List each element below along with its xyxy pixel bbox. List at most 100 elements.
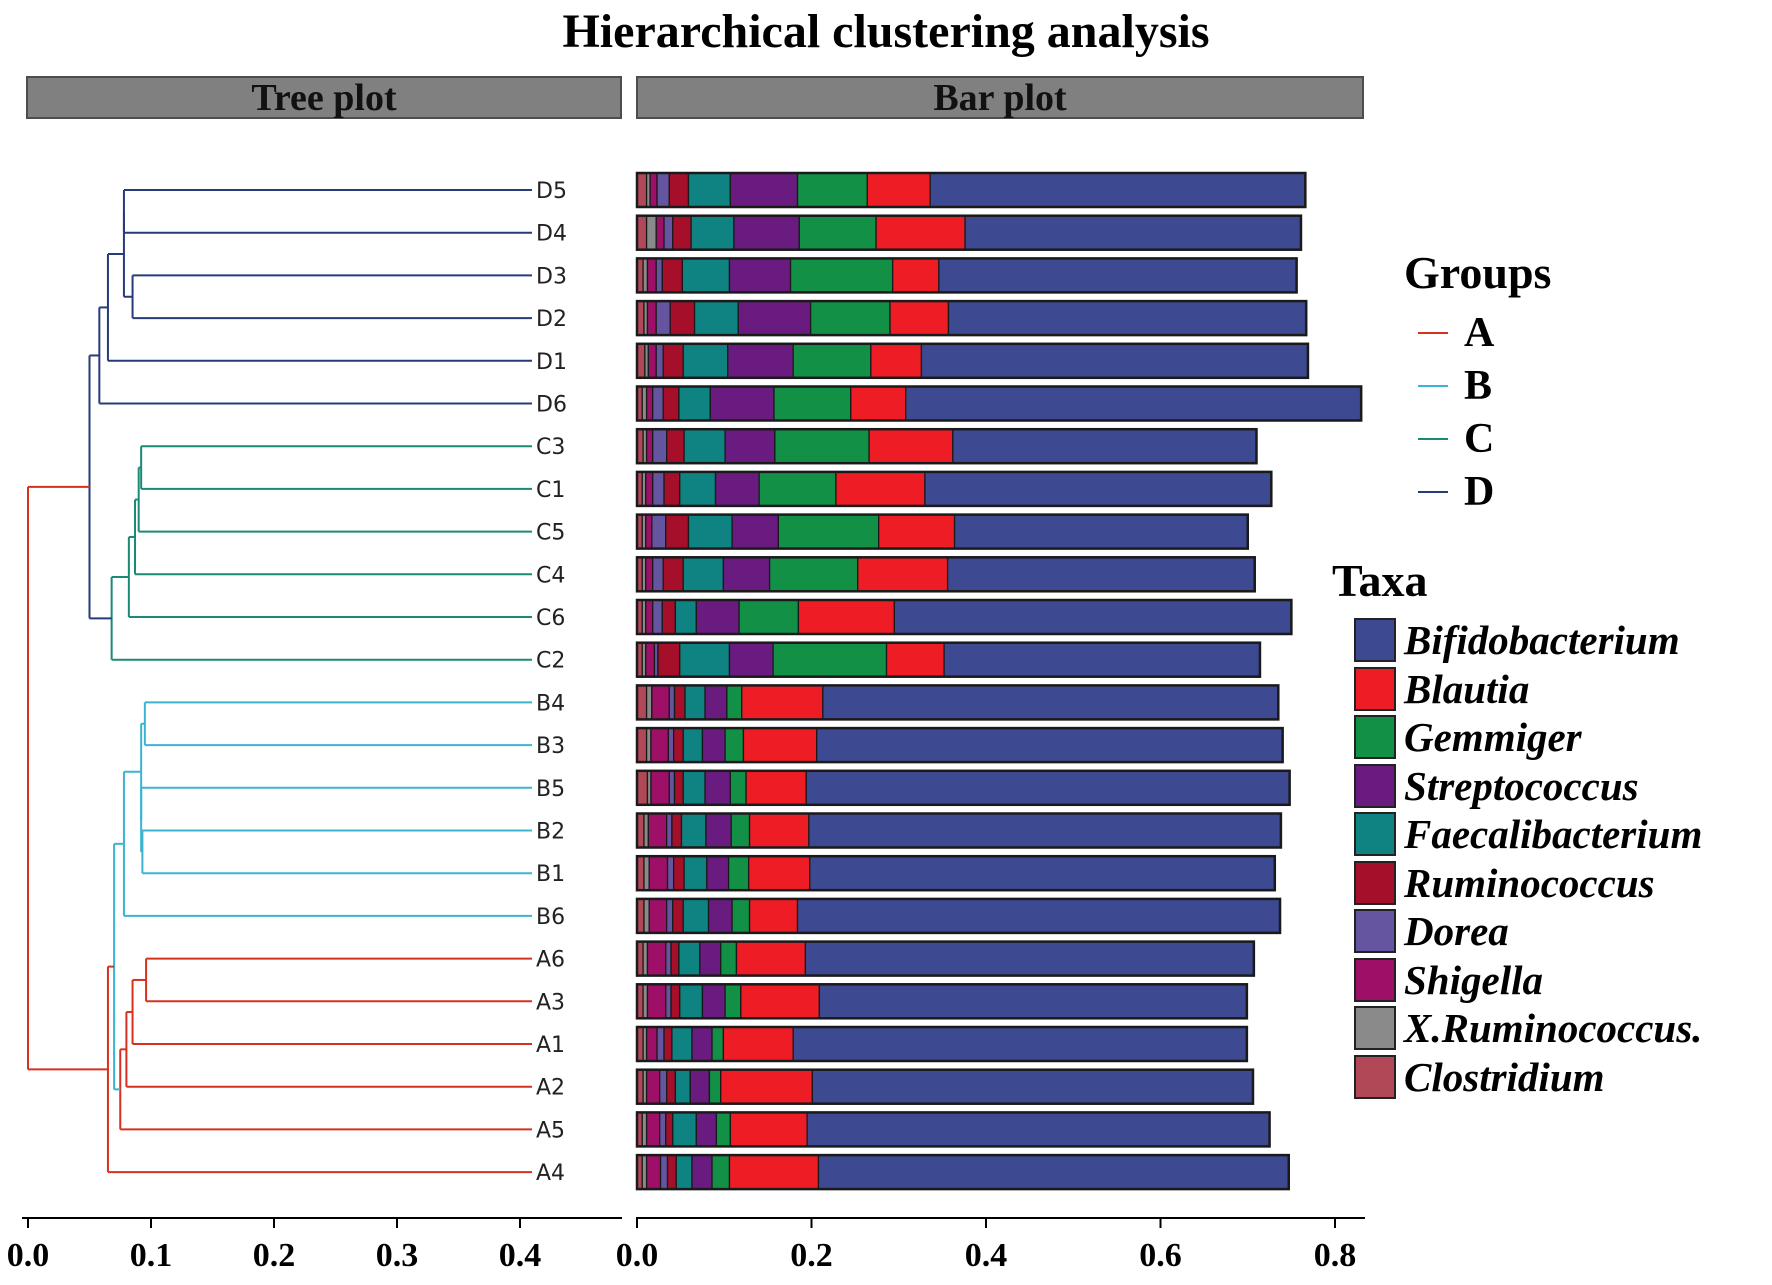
bar-segment-d5-faecalibacterium	[687, 172, 732, 208]
tree-x-tick-label: 0.1	[130, 1237, 173, 1274]
leaf-label-a1: A1	[536, 1033, 565, 1058]
taxa-legend-item-clostridium: Clostridium	[1354, 1053, 1605, 1101]
taxa-legend-item-blautia: Blautia	[1354, 665, 1529, 713]
bar-segment-b4-blautia	[741, 684, 824, 721]
bar-x-tick-label: 0.4	[965, 1237, 1008, 1274]
bar-segment-b5-ruminococcus	[673, 770, 684, 806]
bar-segment-b5-clostridium	[636, 770, 649, 806]
bar-segment-d1-gemmiger	[792, 343, 872, 379]
bar-outline-b6	[635, 897, 1282, 935]
bar-segment-b3-dorea	[667, 727, 675, 763]
bar-segment-c4-ruminococcus	[662, 556, 684, 592]
bar-segment-b1-blautia	[748, 855, 811, 891]
groups-legend-title: Groups	[1404, 247, 1552, 298]
bar-segment-b5-shigella	[650, 770, 670, 806]
bar-outline-c3	[635, 427, 1258, 465]
bar-segment-d2-gemmiger	[809, 300, 891, 336]
tree-x-tick-label: 0.0	[7, 1237, 50, 1274]
legend-swatch-icon	[1354, 666, 1396, 711]
taxa-legend-label: Faecalibacterium	[1404, 811, 1703, 857]
bar-segment-d6-gemmiger	[773, 385, 852, 422]
bar-segment-b6-streptococcus	[707, 898, 733, 934]
leaf-label-c2: C2	[536, 649, 565, 674]
bar-segment-c4-dorea	[652, 556, 664, 592]
bar-segment-d4-blautia	[875, 215, 966, 251]
bar-segment-b2-gemmiger	[730, 812, 751, 849]
bar-outline-d1	[635, 342, 1310, 380]
bar-outline-a6	[635, 940, 1256, 977]
bar-segment-c5-dorea	[651, 513, 667, 550]
bar-segment-d3-dorea	[655, 257, 663, 294]
bar-segment-c5-bifidobacterium	[953, 513, 1249, 550]
bar-segment-c3-streptococcus	[724, 428, 776, 464]
leaf-label-a3: A3	[536, 990, 565, 1015]
bar-segment-a1-bifidobacterium	[792, 1026, 1248, 1062]
bar-segment-b4-faecalibacterium	[684, 684, 706, 721]
bar-segment-d5-streptococcus	[729, 172, 799, 208]
bar-segment-a3-blautia	[740, 983, 821, 1019]
bar-outline-a2	[635, 1068, 1255, 1105]
bar-segment-b1-dorea	[666, 855, 675, 891]
bar-segment-c6-bifidobacterium	[893, 599, 1293, 635]
bar-segment-a1-streptococcus	[691, 1026, 713, 1062]
legend-swatch-icon	[1354, 1006, 1396, 1050]
bar-segment-c6-ruminococcus	[661, 599, 677, 635]
bar-segment-b1-streptococcus	[706, 855, 730, 891]
bar-segment-b6-blautia	[748, 898, 799, 934]
bar-segment-a3-shigella	[646, 983, 667, 1019]
bar-segment-c1-faecalibacterium	[679, 471, 717, 507]
taxa-legend-label: X.Ruminococcus.	[1404, 1005, 1703, 1051]
bar-segment-b5-dorea	[668, 770, 676, 806]
taxa-legend-item-streptococcus: Streptococcus	[1354, 762, 1639, 810]
bar-segment-b4-shigella	[651, 684, 670, 721]
bar-segment-b5-bifidobacterium	[805, 770, 1291, 806]
leaf-label-a2: A2	[536, 1076, 565, 1101]
bar-segment-b2-blautia	[748, 812, 810, 849]
bar-segment-b6-faecalibacterium	[682, 898, 710, 934]
bar-outline-d5	[635, 171, 1307, 209]
leaf-label-c4: C4	[536, 563, 565, 588]
bar-segment-a4-gemmiger	[711, 1154, 731, 1190]
legend-swatch-icon	[1354, 715, 1396, 759]
bar-segment-b6-dorea	[666, 898, 674, 934]
bar-segment-c3-faecalibacterium	[683, 428, 726, 464]
bar-segment-a6-faecalibacterium	[678, 940, 701, 977]
bar-segment-c1-bifidobacterium	[924, 471, 1272, 507]
bar-segment-b2-dorea	[666, 812, 673, 849]
bar-segment-a6-bifidobacterium	[804, 940, 1255, 977]
legend-line-icon	[1418, 385, 1448, 387]
bar-segment-c3-blautia	[868, 428, 954, 464]
bar-segment-c1-streptococcus	[714, 471, 760, 507]
bar-segment-b5-faecalibacterium	[682, 770, 706, 806]
taxa-legend-label: Shigella	[1404, 956, 1543, 1003]
bar-outline-d3	[635, 257, 1298, 294]
bar-segment-d1-ruminococcus	[662, 343, 684, 379]
tree-x-tick-label: 0.4	[499, 1237, 542, 1274]
bar-segment-b6-ruminococcus	[672, 898, 684, 934]
leaf-label-d5: D5	[536, 179, 567, 204]
groups-legend-item-b: B	[1418, 361, 1492, 411]
taxa-legend-item-dorea: Dorea	[1354, 907, 1509, 955]
bar-segment-d1-streptococcus	[727, 343, 794, 379]
bar-segment-a5-streptococcus	[695, 1111, 718, 1148]
bar-segment-d3-gemmiger	[789, 257, 894, 294]
bar-segment-c4-bifidobacterium	[946, 556, 1256, 592]
bar-outline-c6	[635, 598, 1293, 636]
bar-outline-c5	[635, 513, 1249, 550]
bar-segment-c4-gemmiger	[768, 556, 859, 592]
bar-segment-d4-bifidobacterium	[964, 215, 1302, 251]
bar-segment-d3-blautia	[891, 257, 940, 294]
bar-segment-d4-ruminococcus	[672, 215, 692, 251]
chart-title: Hierarchical clustering analysis	[562, 5, 1210, 58]
leaf-label-b4: B4	[536, 691, 565, 716]
bar-segment-d5-bifidobacterium	[929, 172, 1306, 208]
bar-outline-c1	[635, 470, 1273, 508]
bar-segment-a1-faecalibacterium	[671, 1026, 693, 1062]
bar-segment-d3-streptococcus	[728, 257, 792, 294]
bar-segment-c1-gemmiger	[758, 471, 837, 507]
bar-segment-b2-ruminococcus	[671, 812, 683, 849]
bar-outline-b5	[635, 769, 1291, 807]
bar-segment-d3-ruminococcus	[661, 257, 684, 294]
leaf-label-d3: D3	[536, 264, 567, 289]
bar-segment-c5-streptococcus	[731, 513, 779, 550]
